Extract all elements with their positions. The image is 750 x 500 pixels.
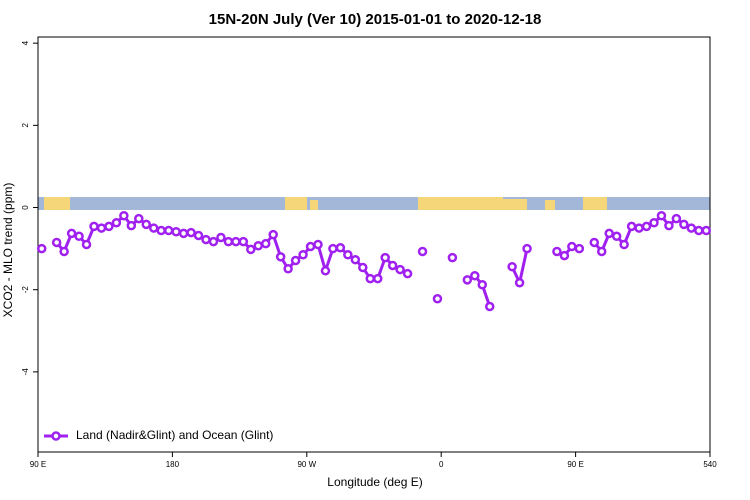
data-point <box>89 221 99 232</box>
data-point <box>343 250 353 260</box>
data-point <box>559 250 570 261</box>
data-point <box>51 237 62 248</box>
data-point <box>66 228 77 239</box>
data-point <box>275 252 286 262</box>
data-point <box>679 219 689 230</box>
data-point <box>193 230 204 241</box>
data-point <box>395 264 405 275</box>
data-point <box>186 227 196 238</box>
data-point <box>507 261 517 272</box>
data-point <box>552 246 562 257</box>
data-point <box>634 223 644 233</box>
data-point <box>432 293 443 304</box>
data-point <box>283 263 293 274</box>
y-tick-label: 0 <box>21 205 30 210</box>
data-point <box>387 260 398 271</box>
y-tick-label: -4 <box>21 368 30 376</box>
data-point <box>111 217 122 228</box>
data-point <box>208 236 219 247</box>
data-point <box>141 219 152 230</box>
data-point <box>477 280 488 290</box>
x-tick-label: 0 <box>439 460 444 469</box>
data-point <box>656 210 667 221</box>
data-point <box>358 262 368 273</box>
data-point <box>365 273 376 284</box>
x-tick-label: 90 W <box>297 460 316 469</box>
x-tick-label: 90 E <box>30 460 46 469</box>
data-point <box>163 225 174 236</box>
data-point <box>417 246 428 257</box>
x-axis-label: Longitude (deg E) <box>327 475 422 489</box>
data-point <box>171 227 181 237</box>
data-point <box>126 220 137 231</box>
data-point <box>574 243 585 254</box>
y-axis-label: XCO2 - MLO trend (ppm) <box>1 183 15 318</box>
data-point <box>246 244 256 255</box>
data-point <box>238 236 249 247</box>
data-point <box>372 273 383 284</box>
data-point <box>447 252 458 263</box>
data-point <box>81 239 92 250</box>
data-point <box>664 220 674 231</box>
y-tick-label: 4 <box>21 40 30 45</box>
data-point <box>96 223 107 233</box>
data-point <box>104 221 114 232</box>
data-point <box>36 243 47 254</box>
data-point <box>148 223 159 233</box>
data-point <box>231 236 241 247</box>
data-point <box>641 221 652 232</box>
data-point <box>134 213 144 224</box>
data-point <box>611 231 622 242</box>
x-tick-label: 180 <box>166 460 180 469</box>
data-point <box>567 241 577 252</box>
y-tick-label: 2 <box>21 123 30 128</box>
data-point <box>626 221 637 232</box>
data-point <box>686 223 697 233</box>
data-point <box>335 243 346 253</box>
data-point <box>604 228 614 239</box>
data-point <box>522 243 532 254</box>
data-point <box>380 252 390 263</box>
data-point <box>260 238 271 249</box>
data-point <box>74 231 84 242</box>
x-tick-label: 540 <box>703 460 717 469</box>
data-point <box>119 210 129 221</box>
data-point <box>290 255 301 266</box>
data-point <box>694 225 704 236</box>
data-point <box>671 213 682 224</box>
map-strip <box>38 197 710 210</box>
data-point <box>253 240 264 251</box>
data-point <box>298 250 308 260</box>
data-point <box>320 266 331 276</box>
data-point <box>268 229 278 240</box>
data-point <box>596 246 607 257</box>
data-point <box>470 270 480 281</box>
data-point <box>156 225 166 236</box>
chart-title: 15N-20N July (Ver 10) 2015-01-01 to 2020… <box>209 11 542 28</box>
legend-label: Land (Nadir&Glint) and Ocean (Glint) <box>76 428 273 442</box>
data-point <box>201 234 211 245</box>
data-point <box>350 254 361 265</box>
y-tick-label: -2 <box>21 286 30 294</box>
data-point <box>402 268 413 279</box>
data-point <box>223 236 234 247</box>
data-point <box>305 241 316 252</box>
data-point <box>589 237 600 248</box>
data-point <box>178 228 189 239</box>
data-point <box>701 225 712 236</box>
plot-frame <box>37 36 711 453</box>
data-point <box>484 301 495 312</box>
data-point <box>328 243 338 254</box>
data-point <box>619 239 629 250</box>
data-point <box>514 277 525 288</box>
data-point <box>462 275 473 285</box>
data-point <box>216 232 226 243</box>
data-point <box>313 239 323 250</box>
x-tick-label: 90 E <box>567 460 583 469</box>
legend-marker <box>51 431 61 441</box>
data-point <box>649 217 659 228</box>
data-point <box>59 246 69 257</box>
